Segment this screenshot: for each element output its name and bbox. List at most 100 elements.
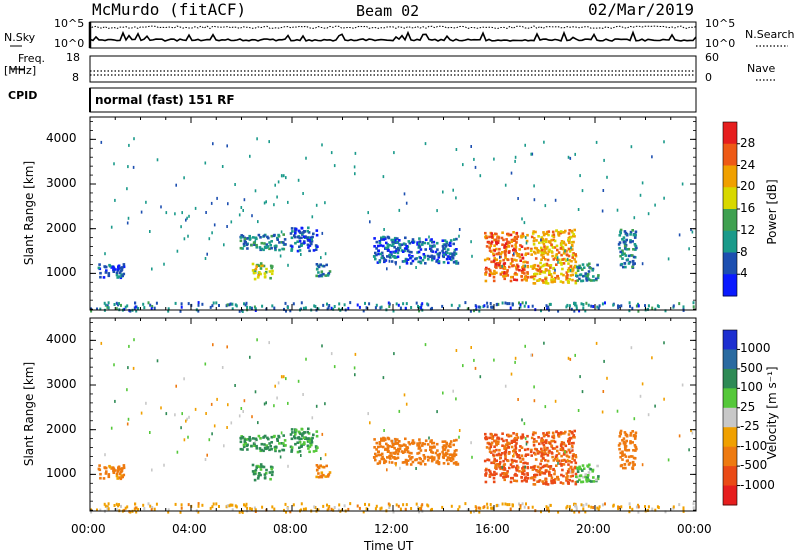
heatmap-cell — [268, 241, 271, 244]
heatmap-cell — [597, 274, 600, 277]
heatmap-cell — [324, 402, 326, 406]
heatmap-cell — [551, 280, 554, 284]
heatmap-cell — [631, 265, 634, 269]
heatmap-cell — [585, 478, 588, 481]
heatmap-cell — [388, 506, 391, 509]
heatmap-cell — [368, 503, 371, 507]
heatmap-cell — [625, 439, 628, 443]
heatmap-cell — [140, 411, 143, 415]
heatmap-cell — [409, 256, 412, 260]
freq-label: Freq. — [18, 52, 46, 65]
heatmap-cell — [541, 237, 544, 241]
heatmap-cell — [262, 435, 266, 439]
heatmap-cell — [447, 444, 451, 448]
heatmap-cell — [545, 433, 549, 436]
heatmap-cell — [504, 242, 508, 245]
heatmap-cell — [526, 472, 529, 475]
heatmap-cell — [255, 444, 258, 448]
heatmap-cell — [390, 461, 394, 464]
heatmap-cell — [325, 263, 328, 267]
heatmap-cell — [574, 466, 578, 470]
heatmap-cell — [515, 252, 518, 255]
heatmap-cell — [447, 456, 451, 459]
heatmap-cell — [424, 463, 427, 466]
heatmap-cell — [606, 175, 608, 179]
heatmap-cell — [521, 217, 523, 221]
heatmap-cell — [205, 412, 207, 415]
heatmap-cell — [513, 439, 517, 443]
heatmap-cell — [549, 241, 552, 244]
heatmap-cell — [567, 267, 571, 270]
heatmap-cell — [534, 257, 538, 260]
heatmap-cell — [221, 165, 224, 168]
power-colorbar-label: Power [dB] — [765, 179, 779, 245]
heatmap-cell — [542, 252, 545, 256]
heatmap-cell — [255, 265, 258, 268]
colorbar-tick-label: -500 — [740, 458, 768, 473]
heatmap-cell — [449, 440, 453, 443]
heatmap-cell — [387, 437, 390, 440]
heatmap-cell — [560, 473, 563, 477]
heatmap-cell — [405, 446, 408, 449]
heatmap-cell — [128, 344, 130, 348]
heatmap-cell — [320, 475, 324, 479]
heatmap-cell — [411, 439, 415, 442]
heatmap-cell — [563, 251, 566, 254]
heatmap-cell — [337, 307, 340, 311]
velocity-heatmap — [90, 338, 695, 514]
heatmap-cell — [160, 205, 162, 209]
heatmap-cell — [536, 480, 539, 483]
heatmap-cell — [632, 449, 635, 452]
heatmap-cell — [546, 483, 550, 486]
heatmap-cell — [635, 505, 638, 509]
heatmap-cell — [385, 442, 388, 446]
heatmap-cell — [418, 240, 422, 243]
heatmap-cell — [518, 502, 520, 506]
heatmap-cell — [300, 236, 303, 240]
heatmap-cell — [452, 254, 455, 257]
heatmap-cell — [578, 510, 581, 514]
heatmap-cell — [538, 450, 541, 454]
heatmap-cell — [592, 476, 595, 479]
heatmap-cell — [274, 384, 276, 388]
heatmap-cell — [581, 464, 585, 467]
heatmap-cell — [489, 445, 493, 449]
heatmap-cell — [559, 231, 562, 235]
heatmap-cell — [364, 301, 366, 305]
heatmap-cell — [556, 476, 560, 479]
heatmap-cell — [284, 502, 287, 506]
heatmap-cell — [513, 247, 516, 251]
heatmap-cell — [115, 502, 118, 506]
heatmap-cell — [475, 506, 478, 510]
heatmap-cell — [546, 459, 550, 463]
heatmap-cell — [253, 243, 256, 246]
heatmap-cell — [308, 440, 311, 443]
heatmap-cell — [387, 248, 390, 252]
heatmap-cell — [550, 479, 553, 482]
heatmap-cell — [428, 235, 430, 239]
heatmap-cell — [554, 477, 557, 481]
heatmap-cell — [627, 254, 631, 258]
heatmap-cell — [555, 244, 559, 248]
heatmap-cell — [239, 236, 243, 239]
cpid-label: CPID — [8, 89, 38, 102]
heatmap-cell — [556, 256, 559, 260]
heatmap-cell — [271, 470, 274, 474]
heatmap-cell — [314, 305, 317, 308]
heatmap-cell — [255, 243, 258, 247]
heatmap-cell — [226, 345, 228, 349]
heatmap-cell — [104, 504, 107, 508]
heatmap-cell — [503, 445, 507, 448]
colorbar-tick-label: 16 — [740, 201, 756, 215]
heatmap-cell — [378, 241, 382, 245]
heatmap-cell — [621, 452, 624, 456]
heatmap-cell — [526, 434, 529, 438]
heatmap-cell — [530, 353, 532, 357]
heatmap-cell — [307, 246, 310, 249]
heatmap-cell — [547, 506, 550, 510]
heatmap-cell — [514, 246, 518, 249]
heatmap-cell — [240, 407, 243, 410]
heatmap-cell — [282, 243, 286, 246]
heatmap-cell — [373, 438, 376, 441]
heatmap-cell — [542, 281, 545, 284]
